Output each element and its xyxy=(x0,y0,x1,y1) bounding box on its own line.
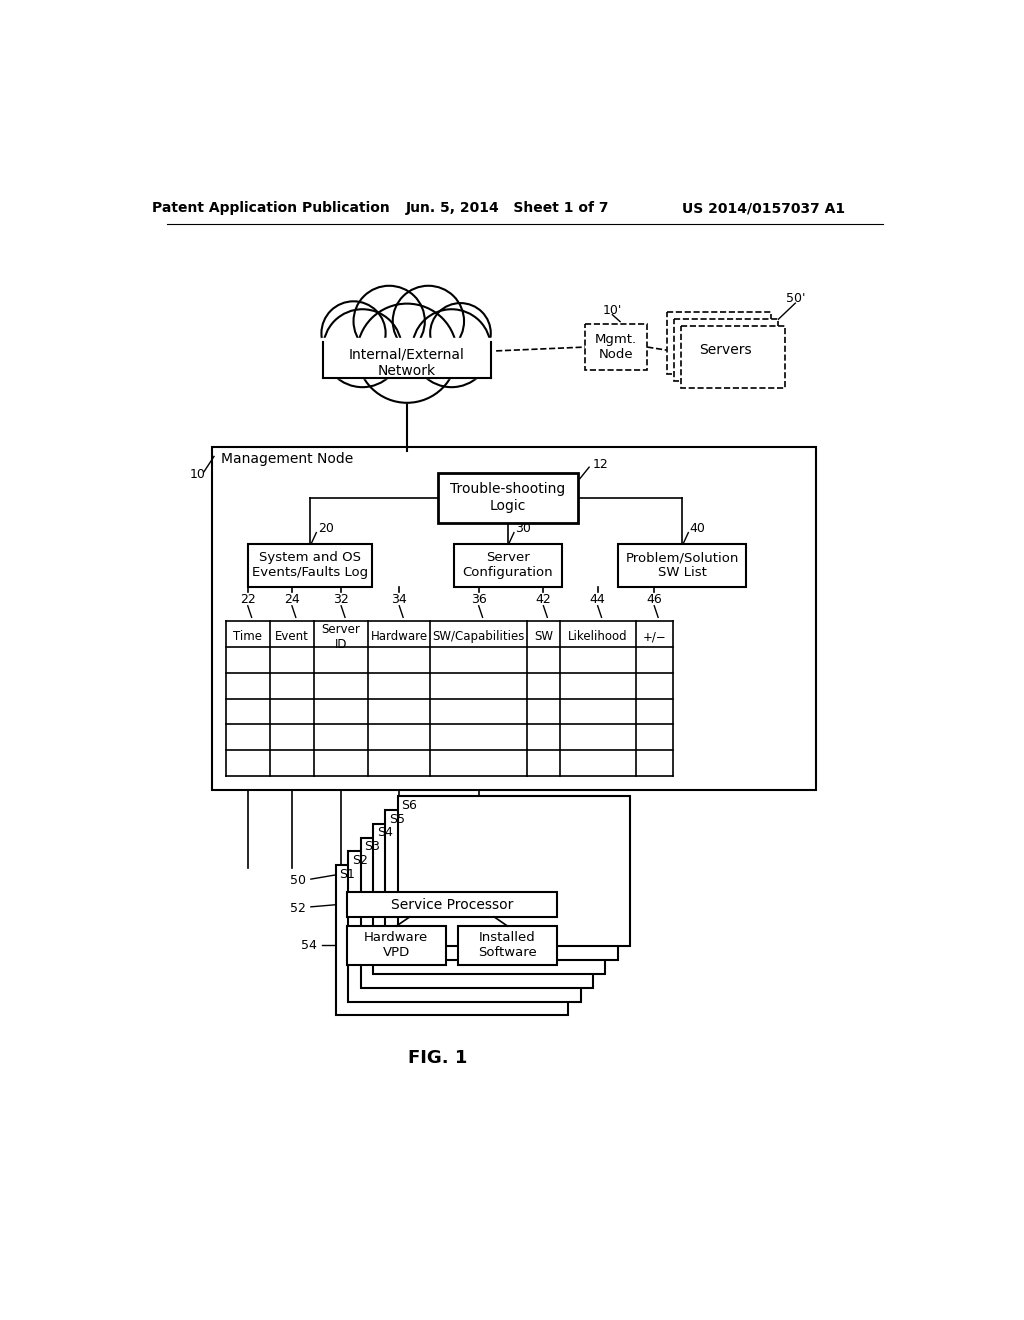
Text: 10': 10' xyxy=(603,304,622,317)
Bar xyxy=(212,447,816,789)
Text: -56: -56 xyxy=(561,962,582,975)
Circle shape xyxy=(413,309,490,387)
Bar xyxy=(346,892,557,917)
Bar xyxy=(438,473,578,523)
Text: S1: S1 xyxy=(340,869,355,880)
Text: Internal/External
Network: Internal/External Network xyxy=(349,347,465,378)
Bar xyxy=(586,323,647,370)
Circle shape xyxy=(393,285,464,356)
Text: S5: S5 xyxy=(389,813,406,825)
Bar xyxy=(360,837,593,987)
Text: SW/Capabilities: SW/Capabilities xyxy=(432,630,525,643)
Text: Time: Time xyxy=(233,630,262,643)
Text: 50': 50' xyxy=(785,292,805,305)
Text: 22: 22 xyxy=(240,593,256,606)
Text: US 2014/0157037 A1: US 2014/0157037 A1 xyxy=(682,202,845,215)
Bar xyxy=(454,544,562,586)
Text: FIG. 1: FIG. 1 xyxy=(409,1049,468,1067)
Text: 20: 20 xyxy=(317,523,334,536)
Bar xyxy=(385,810,617,960)
Bar xyxy=(336,866,568,1015)
Text: 52: 52 xyxy=(291,902,306,915)
Text: +/−: +/− xyxy=(642,630,666,643)
Text: 32: 32 xyxy=(333,593,349,606)
Text: Event: Event xyxy=(275,630,309,643)
Text: 34: 34 xyxy=(391,593,408,606)
Text: 36: 36 xyxy=(471,593,486,606)
Circle shape xyxy=(322,301,386,366)
Bar xyxy=(322,338,493,379)
Text: 44: 44 xyxy=(590,593,605,606)
Text: S2: S2 xyxy=(352,854,368,867)
Text: S6: S6 xyxy=(401,799,418,812)
Text: 54: 54 xyxy=(301,939,317,952)
Text: Management Node: Management Node xyxy=(221,451,353,466)
Text: Installed
Software: Installed Software xyxy=(478,932,537,960)
Bar xyxy=(373,824,605,974)
Text: S3: S3 xyxy=(365,841,380,853)
Text: Patent Application Publication: Patent Application Publication xyxy=(153,202,390,215)
Bar xyxy=(458,927,557,965)
Text: Jun. 5, 2014   Sheet 1 of 7: Jun. 5, 2014 Sheet 1 of 7 xyxy=(406,202,609,215)
Text: 10: 10 xyxy=(189,467,206,480)
Text: 30: 30 xyxy=(515,523,531,536)
Bar xyxy=(667,313,771,374)
Circle shape xyxy=(353,285,425,356)
Text: 50: 50 xyxy=(290,874,306,887)
Text: Servers: Servers xyxy=(699,343,753,358)
Text: S4: S4 xyxy=(377,826,392,840)
Circle shape xyxy=(324,309,401,387)
Text: Service Processor: Service Processor xyxy=(391,898,513,912)
Circle shape xyxy=(357,304,457,403)
Text: 40: 40 xyxy=(690,523,706,536)
Text: 24: 24 xyxy=(284,593,300,606)
Text: Hardware
VPD: Hardware VPD xyxy=(365,932,428,960)
Bar xyxy=(681,326,785,388)
Text: Likelihood: Likelihood xyxy=(568,630,628,643)
Bar xyxy=(618,544,746,586)
Text: Hardware: Hardware xyxy=(371,630,428,643)
Text: Problem/Solution
SW List: Problem/Solution SW List xyxy=(626,552,738,579)
Text: 12: 12 xyxy=(593,458,608,471)
Bar xyxy=(248,544,372,586)
Bar xyxy=(397,796,630,946)
Text: Trouble-shooting
Logic: Trouble-shooting Logic xyxy=(451,483,565,512)
Circle shape xyxy=(430,304,490,363)
Text: 46: 46 xyxy=(646,593,663,606)
Text: Server
ID: Server ID xyxy=(322,623,360,651)
Text: System and OS
Events/Faults Log: System and OS Events/Faults Log xyxy=(252,552,369,579)
Bar xyxy=(674,319,778,381)
Bar xyxy=(346,927,446,965)
Bar xyxy=(348,851,581,1002)
Text: Mgmt.
Node: Mgmt. Node xyxy=(595,333,637,362)
Text: 42: 42 xyxy=(536,593,551,606)
Text: Server
Configuration: Server Configuration xyxy=(463,552,553,579)
Text: SW: SW xyxy=(534,630,553,643)
